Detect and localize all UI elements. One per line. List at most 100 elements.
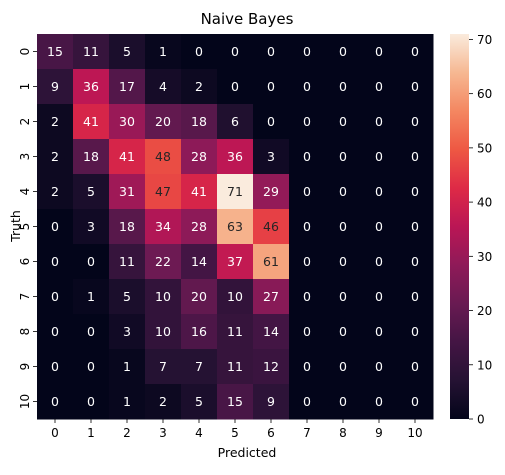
cell-value-label: 5 bbox=[123, 44, 131, 59]
cell-value-label: 36 bbox=[227, 149, 243, 164]
y-tick-label: 9 bbox=[18, 363, 32, 371]
cell-value-label: 22 bbox=[155, 254, 171, 269]
x-tick-label: 8 bbox=[339, 426, 347, 440]
heatmap-cell bbox=[325, 244, 362, 280]
heatmap-cell bbox=[217, 69, 254, 105]
heatmap-cell bbox=[73, 244, 110, 280]
cell-value-label: 0 bbox=[303, 219, 311, 234]
cell-value-label: 0 bbox=[339, 114, 347, 129]
heatmap-cell bbox=[145, 279, 182, 315]
cell-value-label: 0 bbox=[195, 44, 203, 59]
cell-value-label: 0 bbox=[303, 359, 311, 374]
cell-value-label: 0 bbox=[411, 79, 419, 94]
cell-value-label: 31 bbox=[119, 184, 135, 199]
heatmap-cell bbox=[397, 104, 434, 140]
heatmap-cell bbox=[217, 139, 254, 175]
cell-value-label: 4 bbox=[159, 79, 167, 94]
heatmap-cell bbox=[325, 69, 362, 105]
heatmap-cell bbox=[325, 279, 362, 315]
cell-value-label: 5 bbox=[123, 289, 131, 304]
heatmap-cell bbox=[109, 139, 146, 175]
heatmap-cell bbox=[289, 244, 326, 280]
heatmap-cell bbox=[181, 349, 218, 385]
heatmap-cell bbox=[73, 349, 110, 385]
heatmap-cell bbox=[253, 104, 290, 140]
x-tick-label: 3 bbox=[159, 426, 167, 440]
heatmap-cell bbox=[397, 69, 434, 105]
cell-value-label: 0 bbox=[411, 254, 419, 269]
heatmap-cell bbox=[325, 104, 362, 140]
heatmap-cell bbox=[37, 349, 74, 385]
cell-value-label: 28 bbox=[191, 219, 207, 234]
cell-value-label: 6 bbox=[231, 114, 239, 129]
heatmap-cell bbox=[181, 314, 218, 350]
cell-value-label: 0 bbox=[375, 79, 383, 94]
heatmap-cell bbox=[397, 244, 434, 280]
heatmap-cell bbox=[253, 384, 290, 420]
colorbar bbox=[450, 34, 469, 419]
x-tick-label: 5 bbox=[231, 426, 239, 440]
heatmap-cell bbox=[325, 174, 362, 210]
heatmap-cell bbox=[397, 314, 434, 350]
cell-value-label: 16 bbox=[191, 324, 207, 339]
colorbar-tick-label: 50 bbox=[477, 141, 492, 155]
heatmap-cell bbox=[145, 139, 182, 175]
cell-value-label: 28 bbox=[191, 149, 207, 164]
cell-value-label: 9 bbox=[267, 394, 275, 409]
cell-value-label: 10 bbox=[227, 289, 243, 304]
cell-value-label: 0 bbox=[411, 114, 419, 129]
heatmap-cell bbox=[73, 104, 110, 140]
heatmap-cell bbox=[181, 139, 218, 175]
cell-value-label: 48 bbox=[155, 149, 171, 164]
heatmap-cell bbox=[397, 174, 434, 210]
cell-value-label: 0 bbox=[375, 184, 383, 199]
cell-value-label: 29 bbox=[263, 184, 279, 199]
cell-value-label: 2 bbox=[51, 184, 59, 199]
heatmap-cell bbox=[73, 279, 110, 315]
cell-value-label: 0 bbox=[51, 254, 59, 269]
heatmap-cell bbox=[37, 69, 74, 105]
heatmap-cell bbox=[109, 349, 146, 385]
heatmap-cell bbox=[289, 34, 326, 70]
heatmap-cell bbox=[361, 384, 398, 420]
x-tick-label: 4 bbox=[195, 426, 203, 440]
heatmap-cell bbox=[145, 34, 182, 70]
cell-value-label: 0 bbox=[339, 324, 347, 339]
cell-value-label: 12 bbox=[263, 359, 279, 374]
heatmap-cell bbox=[109, 69, 146, 105]
heatmap-cell bbox=[397, 349, 434, 385]
heatmap-cell bbox=[145, 244, 182, 280]
heatmap-cell bbox=[145, 69, 182, 105]
heatmap-cell bbox=[397, 384, 434, 420]
heatmap-cell bbox=[181, 244, 218, 280]
x-tick-label: 1 bbox=[87, 426, 95, 440]
heatmap-cell bbox=[109, 174, 146, 210]
heatmap-cell bbox=[217, 384, 254, 420]
y-tick-label: 10 bbox=[18, 394, 32, 409]
x-tick-label: 6 bbox=[267, 426, 275, 440]
y-tick-label: 5 bbox=[18, 223, 32, 231]
cell-value-label: 63 bbox=[227, 219, 243, 234]
heatmap-cell bbox=[181, 209, 218, 245]
cell-value-label: 1 bbox=[87, 289, 95, 304]
heatmap-cell bbox=[361, 244, 398, 280]
cell-value-label: 7 bbox=[159, 359, 167, 374]
heatmap-cell bbox=[325, 139, 362, 175]
cell-value-label: 2 bbox=[159, 394, 167, 409]
y-tick-label: 1 bbox=[18, 83, 32, 91]
heatmap-cell bbox=[397, 279, 434, 315]
colorbar-tick-label: 40 bbox=[477, 196, 492, 210]
heatmap-cell bbox=[37, 34, 74, 70]
colorbar-tick-label: 70 bbox=[477, 33, 492, 47]
cell-value-label: 14 bbox=[263, 324, 279, 339]
y-tick-label: 8 bbox=[18, 328, 32, 336]
cell-value-label: 0 bbox=[87, 394, 95, 409]
heatmap-cell bbox=[253, 34, 290, 70]
cell-value-label: 18 bbox=[191, 114, 207, 129]
heatmap-cell bbox=[217, 244, 254, 280]
x-tick-label: 7 bbox=[303, 426, 311, 440]
heatmap-cell bbox=[145, 349, 182, 385]
heatmap-cell bbox=[109, 34, 146, 70]
cell-value-label: 0 bbox=[303, 254, 311, 269]
cell-value-label: 0 bbox=[375, 254, 383, 269]
